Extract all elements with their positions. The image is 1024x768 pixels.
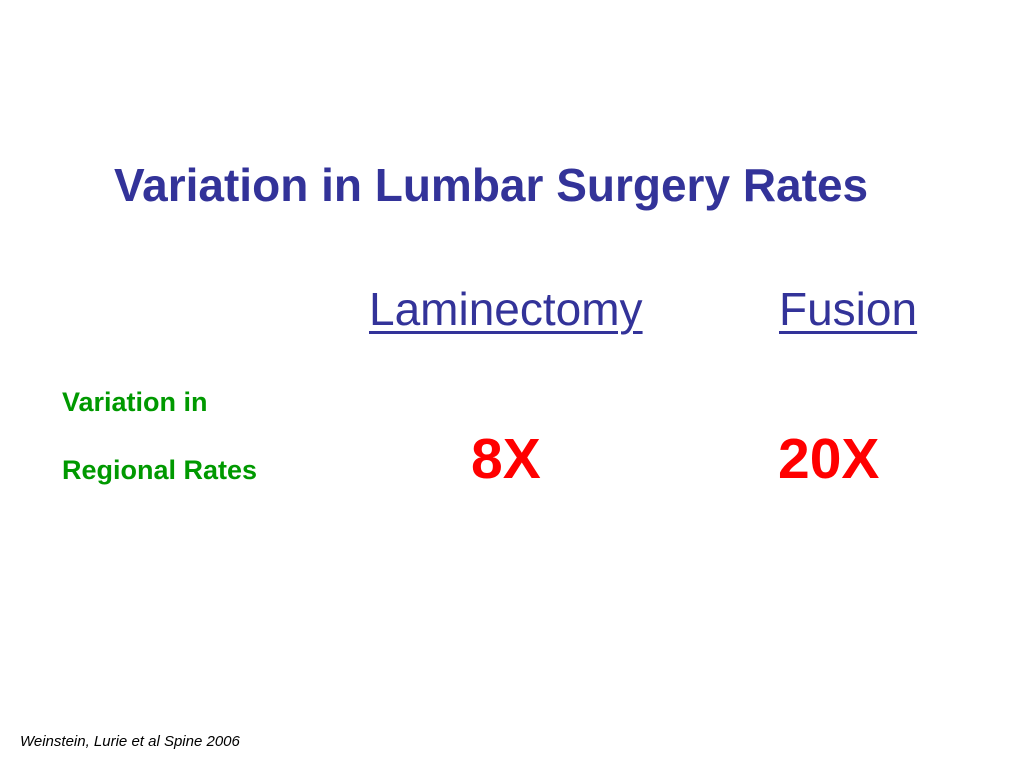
citation: Weinstein, Lurie et al Spine 2006	[20, 733, 240, 750]
row-label-line-2: Regional Rates	[62, 455, 258, 485]
column-header-fusion: Fusion	[779, 283, 918, 335]
fusion-variation-value: 20X	[778, 427, 880, 491]
slide-title: Variation in Lumbar Surgery Rates	[114, 159, 869, 211]
row-label-line-1: Variation in	[62, 387, 208, 417]
laminectomy-variation-value: 8X	[471, 427, 541, 491]
column-header-laminectomy: Laminectomy	[369, 283, 643, 335]
